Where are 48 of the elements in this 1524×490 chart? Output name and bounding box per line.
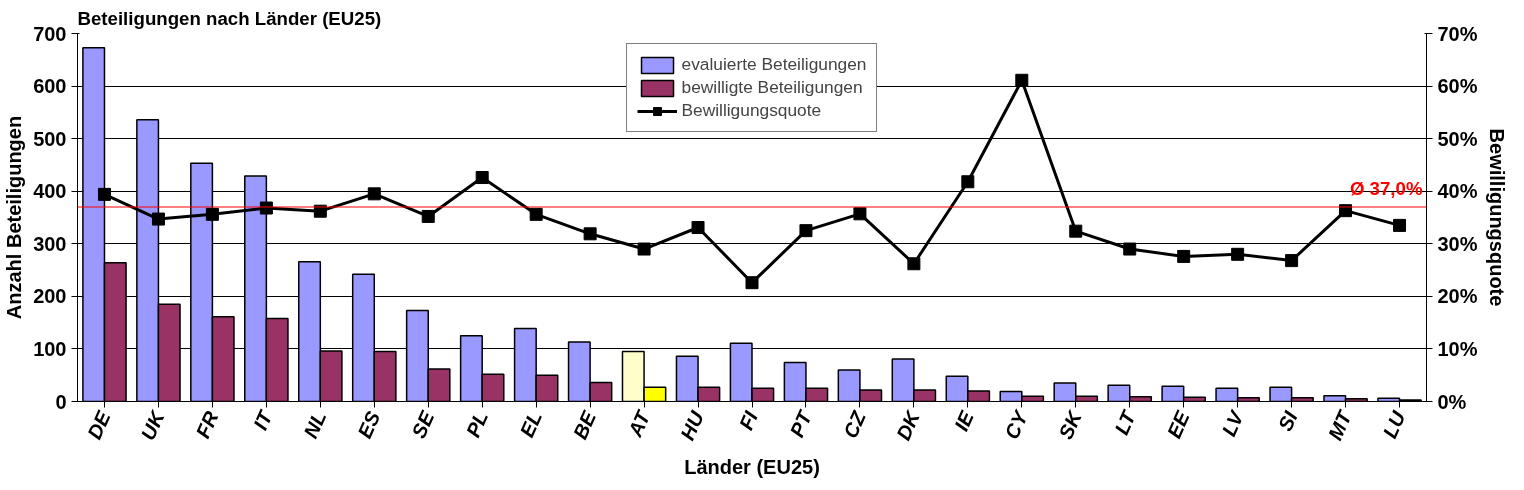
- y-tick-label: 300: [33, 232, 67, 255]
- y2-tick-label: 70%: [1437, 22, 1478, 45]
- y-tick-label: 0: [55, 390, 67, 413]
- y-tick-label: 600: [33, 75, 67, 98]
- x-tick-label: LV: [1217, 406, 1249, 440]
- x-tick-label: DK: [892, 406, 925, 444]
- x-axis-title: Länder (EU25): [684, 455, 820, 478]
- x-tick-label: CZ: [838, 407, 871, 442]
- x-tick-label: UK: [136, 406, 170, 444]
- x-tick-label: ES: [353, 407, 385, 442]
- legend-label: evaluierte Beteiligungen: [681, 54, 867, 75]
- x-tick-label: NL: [299, 408, 331, 442]
- y-tick-label: 400: [33, 180, 67, 203]
- x-tick-label: LU: [1378, 407, 1410, 442]
- y-tick-label: 200: [33, 285, 67, 308]
- y2-tick-label: 30%: [1437, 232, 1478, 255]
- y2-tick-label: 50%: [1437, 127, 1478, 150]
- y2-axis-title: Bewilligungsquote: [1485, 128, 1508, 307]
- x-tick-label: EE: [1162, 407, 1194, 442]
- x-tick-label: LT: [1110, 406, 1141, 438]
- x-tick-label: MT: [1323, 406, 1357, 444]
- y-axis-title: Anzahl Beteiligungen: [3, 115, 26, 320]
- chart-title: Beteiligungen nach Länder (EU25): [77, 7, 382, 29]
- y-tick-label: 100: [33, 337, 67, 360]
- y2-tick-label: 60%: [1437, 75, 1478, 98]
- x-tick-label: CY: [1000, 406, 1033, 443]
- legend-label: Bewilligungsquote: [681, 100, 822, 121]
- x-tick-label: HU: [676, 407, 709, 444]
- x-tick-label: FI: [734, 407, 763, 434]
- x-tick-label: IT: [249, 406, 278, 434]
- legend-label: bewilligte Beteiligungen: [681, 77, 863, 98]
- y2-tick-label: 0%: [1437, 390, 1467, 413]
- x-tick-label: EL: [515, 408, 547, 441]
- x-tick-label: SK: [1054, 406, 1087, 443]
- x-tick-label: PL: [461, 408, 493, 441]
- y2-tick-label: 10%: [1437, 337, 1478, 360]
- x-tick-label: IE: [950, 407, 979, 435]
- x-tick-label: SI: [1273, 407, 1302, 435]
- y-tick-label: 700: [33, 22, 67, 45]
- x-tick-label: AT: [623, 406, 655, 441]
- x-tick-label: PT: [785, 406, 817, 441]
- x-tick-label: BE: [568, 407, 601, 443]
- x-tick-label: SE: [407, 407, 439, 442]
- y-tick-label: 500: [33, 127, 67, 150]
- x-tick-label: DE: [83, 407, 115, 443]
- x-tick-label: FR: [191, 407, 223, 442]
- y2-tick-label: 40%: [1437, 180, 1478, 203]
- y2-tick-label: 20%: [1437, 285, 1478, 308]
